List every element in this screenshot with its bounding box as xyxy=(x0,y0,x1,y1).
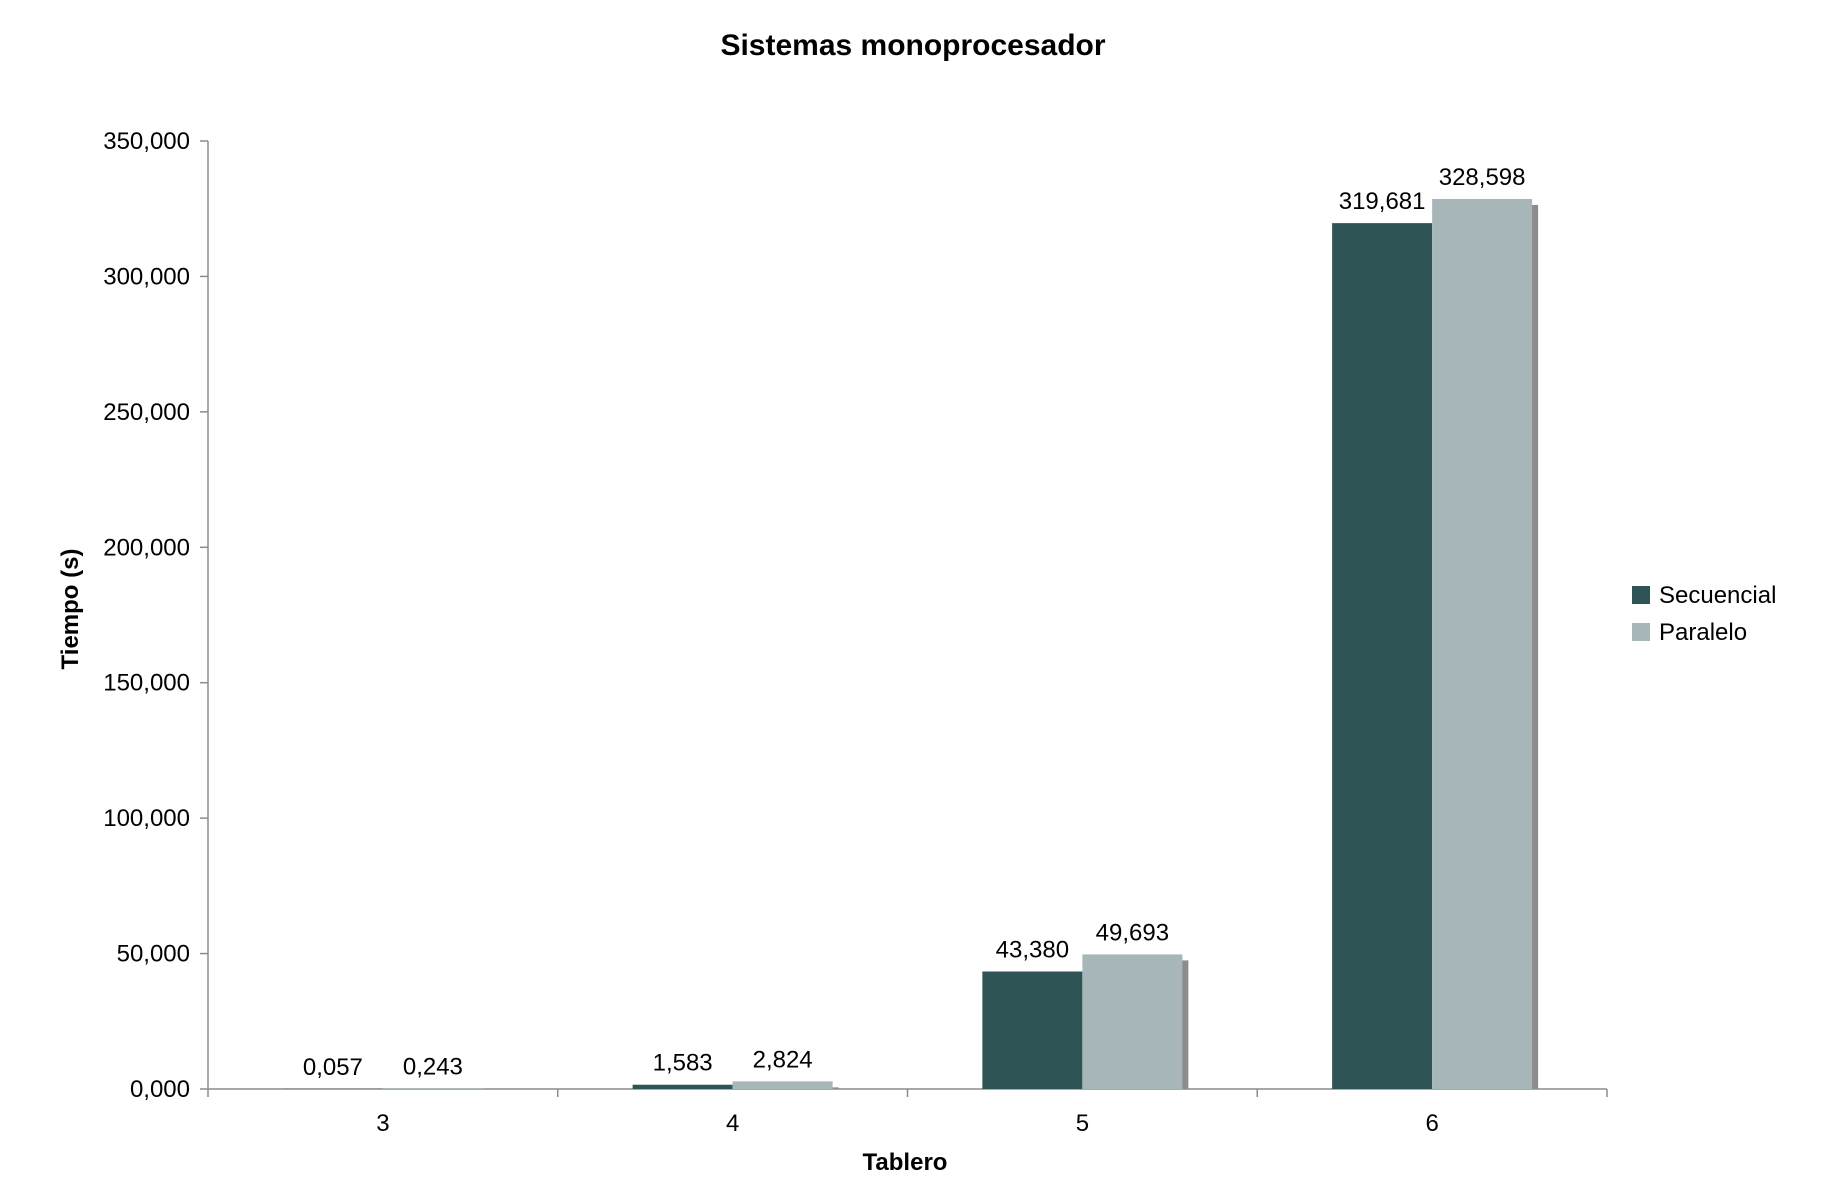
data-label: 0,057 xyxy=(303,1054,363,1081)
data-label: 1,583 xyxy=(653,1050,713,1077)
y-tick-label: 350,000 xyxy=(103,128,190,155)
data-label: 49,693 xyxy=(1096,919,1169,946)
data-label: 319,681 xyxy=(1339,188,1426,215)
bar-paralelo-4 xyxy=(732,1081,833,1089)
data-label: 0,243 xyxy=(403,1053,463,1080)
bar-paralelo-3 xyxy=(382,1088,483,1089)
legend-label-secuencial: Secuencial xyxy=(1659,582,1776,609)
x-tick-label: 5 xyxy=(1076,1110,1089,1137)
bars xyxy=(282,198,1539,1090)
bar-secuencial-6 xyxy=(1332,223,1433,1090)
legend-swatch-secuencial xyxy=(1632,586,1650,604)
axes: 0,000 50,000 100,000 150,000 200,000 250,000 3… xyxy=(103,128,1608,1137)
legend-swatch-paralelo xyxy=(1632,623,1650,641)
y-tick-label: 200,000 xyxy=(103,534,190,561)
x-tick-label: 4 xyxy=(726,1110,739,1137)
x-axis-title: Tablero xyxy=(863,1149,948,1176)
data-label: 2,824 xyxy=(753,1046,813,1073)
y-tick-label: 100,000 xyxy=(103,805,190,832)
data-label: 328,598 xyxy=(1439,164,1526,191)
y-tick-label: 250,000 xyxy=(103,399,190,426)
y-tick-label: 300,000 xyxy=(103,263,190,290)
bar-secuencial-4 xyxy=(632,1084,733,1089)
legend-label-paralelo: Paralelo xyxy=(1659,619,1747,646)
x-tick-label: 6 xyxy=(1425,1110,1438,1137)
y-tick-label: 50,000 xyxy=(117,941,190,968)
chart-title: Sistemas monoprocesador xyxy=(720,29,1105,62)
y-tick-label: 0,000 xyxy=(130,1076,190,1103)
y-axis-title: Tiempo (s) xyxy=(57,549,84,670)
bar-secuencial-5 xyxy=(982,971,1083,1089)
y-tick-label: 150,000 xyxy=(103,670,190,697)
bar-paralelo-5 xyxy=(1082,954,1183,1089)
data-labels: 0,057 0,243 1,583 2,824 43,380 49,693 319,681 3… xyxy=(303,164,1526,1081)
data-label: 43,380 xyxy=(996,937,1069,964)
bar-paralelo-6 xyxy=(1432,198,1533,1089)
x-tick-label: 3 xyxy=(376,1110,389,1137)
legend: Secuencial Paralelo xyxy=(1632,582,1776,646)
